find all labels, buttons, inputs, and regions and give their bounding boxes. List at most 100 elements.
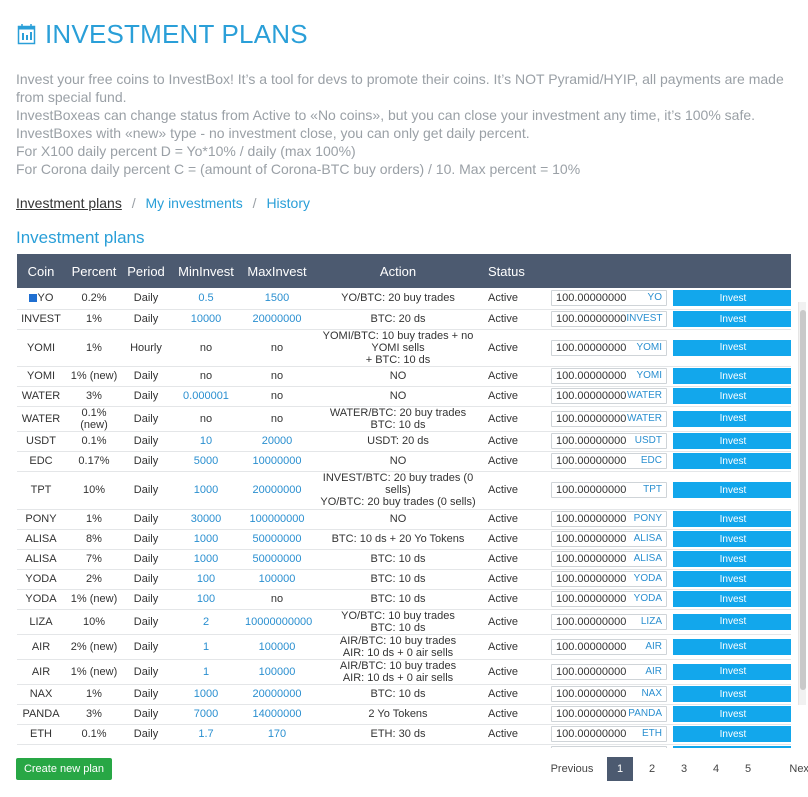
amount-input[interactable]: 100.00000000 YOMI — [551, 339, 667, 356]
pagination-page-5[interactable]: 5 — [744, 763, 752, 775]
cell-percent: 3% — [65, 704, 123, 725]
table-row: YODA 2% Daily 100 100000 BTC: 10 ds Active 100.… — [17, 569, 791, 590]
action-line: AIR/BTC: 10 buy trades — [339, 634, 457, 647]
cell-max-invest: 100000 — [243, 569, 311, 590]
cell-period: Daily — [123, 609, 169, 635]
cell-status: Active — [485, 471, 545, 510]
cell-invest: Invest — [671, 724, 791, 745]
invest-button[interactable]: Invest — [673, 482, 791, 498]
amount-input[interactable]: 100.00000000 YO — [551, 290, 667, 307]
cell-coin: WATER — [17, 406, 65, 432]
invest-button[interactable]: Invest — [673, 663, 791, 680]
amount-input[interactable]: 100.00000000 USDT — [551, 433, 667, 449]
cell-max-invest: 1500 — [243, 288, 311, 310]
cell-min-invest: 30000 — [169, 509, 243, 530]
cell-max-invest: no — [243, 589, 311, 610]
cell-max-invest: 20000000 — [243, 684, 311, 705]
amount-input[interactable]: 100.00000000 ALISA — [551, 551, 667, 567]
amount-input[interactable]: 100.00000000 ALISA — [551, 531, 667, 547]
cell-percent: 8% — [65, 529, 123, 550]
amount-input[interactable]: 100.00000000 EDC — [551, 453, 667, 469]
cell-min-invest: 1000 — [169, 549, 243, 570]
cell-max-invest: 20000000 — [243, 471, 311, 510]
invest-button[interactable]: Invest — [673, 453, 791, 469]
amount-input[interactable]: 100.00000000 WATER — [551, 388, 667, 404]
invest-button[interactable]: Invest — [673, 591, 791, 607]
invest-button[interactable]: Invest — [673, 290, 791, 307]
invest-button[interactable]: Invest — [673, 706, 791, 722]
breadcrumb-my-investments[interactable]: My investments — [145, 195, 243, 211]
invest-button[interactable]: Invest — [673, 311, 791, 327]
amount-input[interactable]: 100.00000000 ETH — [551, 726, 667, 742]
cell-max-invest: 10000000000 — [243, 609, 312, 635]
amount-input[interactable]: 100.00000000 AIR — [551, 663, 667, 680]
invest-button[interactable]: Invest — [673, 551, 791, 567]
amount-input[interactable]: 100.00000000 TPT — [551, 482, 667, 498]
cell-percent: 3% — [65, 386, 123, 407]
amount-input[interactable]: 100.00000000 LIZA — [551, 613, 667, 630]
action-line: YO/BTC: 20 buy trades — [341, 292, 455, 305]
amount-input[interactable]: 100.00000000 YODA — [551, 571, 667, 587]
cell-percent: 2% — [65, 569, 123, 590]
invest-button[interactable]: Invest — [673, 638, 791, 655]
invest-button[interactable]: Invest — [673, 686, 791, 702]
invest-button[interactable]: Invest — [673, 531, 791, 547]
pagination-page-1[interactable]: 1 — [607, 757, 633, 781]
cell-min-invest: 1000 — [169, 471, 243, 510]
amount-input[interactable]: 100.00000000 AIR — [551, 638, 667, 655]
amount-value: 100.00000000 — [556, 573, 627, 585]
invest-button[interactable]: Invest — [673, 571, 791, 587]
cell-invest: Invest — [671, 684, 791, 705]
amount-input[interactable]: 100.00000000 PANDA — [551, 706, 667, 722]
breadcrumb-investment-plans[interactable]: Investment plans — [16, 195, 122, 211]
coin-name: NAX — [29, 688, 53, 700]
breadcrumb-history[interactable]: History — [266, 195, 310, 211]
invest-button[interactable]: Invest — [673, 726, 791, 742]
pagination-next[interactable]: Next — [789, 763, 808, 775]
amount-input[interactable]: 100.00000000 PONY — [551, 511, 667, 527]
table-row: YOMI 1% (new) Daily no no NO Active 100.0000000… — [17, 366, 791, 387]
create-new-plan-button[interactable]: Create new plan — [16, 758, 112, 780]
invest-button[interactable]: Invest — [673, 388, 791, 404]
amount-value: 100.00000000 — [556, 533, 627, 545]
amount-currency: YODA — [633, 573, 662, 584]
invest-button[interactable]: Invest — [673, 433, 791, 449]
amount-input[interactable]: 100.00000000 YOMI — [551, 368, 667, 384]
invest-button[interactable]: Invest — [673, 613, 791, 630]
invest-button[interactable]: Invest — [673, 746, 791, 748]
table-scrollbar[interactable] — [798, 302, 806, 705]
cell-percent: 0.1% — [65, 431, 123, 452]
cell-min-invest: no — [169, 406, 243, 432]
amount-currency: AIR — [645, 640, 662, 652]
table-row: WATER 0.1% (new) Daily no no WATER/BTC: 20 bu… — [17, 406, 791, 432]
cell-max-invest: no — [243, 366, 311, 387]
cell-coin: LIZA — [17, 609, 65, 635]
pagination-page-3[interactable]: 3 — [680, 763, 688, 775]
cell-amount: 100.00000000 PONY — [545, 509, 671, 530]
cell-percent: 1% — [65, 329, 123, 367]
invest-button[interactable]: Invest — [673, 368, 791, 384]
cell-action: YOMI/BTC: 10 buy trades + no YOMI sells + … — [311, 329, 485, 367]
scrollbar-thumb[interactable] — [800, 310, 806, 690]
invest-button[interactable]: Invest — [673, 511, 791, 527]
coin-name: YODA — [25, 593, 57, 605]
amount-input[interactable]: 100.00000000 INVEST — [551, 311, 667, 327]
action-line: BTC: 20 ds — [370, 313, 426, 325]
amount-input[interactable]: 100.00000000 YODA — [551, 591, 667, 607]
invest-button[interactable]: Invest — [673, 410, 791, 427]
pagination-page-4[interactable]: 4 — [712, 763, 720, 775]
amount-input[interactable]: 100.00000000 NAX — [551, 686, 667, 702]
amount-input[interactable]: 100.00000000 WATER — [551, 410, 667, 427]
pagination-previous[interactable]: Previous — [550, 763, 594, 775]
cell-action: BTC: 10 ds — [311, 569, 485, 590]
invest-button[interactable]: Invest — [673, 339, 791, 356]
coin-name: WATER — [21, 390, 61, 402]
cell-status: Active — [485, 704, 545, 725]
table-row: INVEST 1% Daily 10000 20000000 BTC: 20 ds Acti… — [17, 309, 791, 330]
cell-period: Daily — [123, 529, 169, 550]
pagination-page-2[interactable]: 2 — [648, 763, 656, 775]
cell-max-invest: 20000 — [243, 431, 311, 452]
cell-max-invest: 10000000 — [243, 451, 311, 472]
amount-input[interactable]: 100.00000000 — [551, 746, 667, 748]
cell-invest: Invest — [671, 549, 791, 570]
